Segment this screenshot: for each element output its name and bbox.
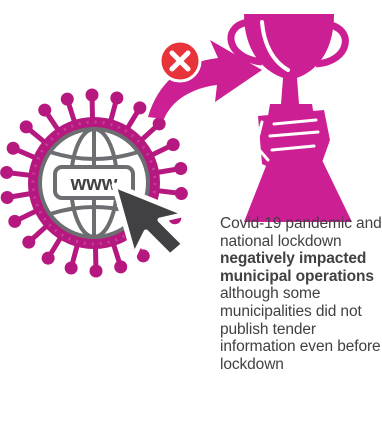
virus-spike-tip [38,103,52,117]
virus-spike-tip [89,264,103,278]
virus-spike-tip [114,260,128,274]
trophy-hand-icon [227,14,352,222]
virus-spike-tip [152,117,166,131]
virus-spike-tip [6,141,20,155]
virus-spike-tip [8,214,22,228]
virus-spike-tip [110,91,124,105]
cursor-icon [111,182,189,259]
caption-part-1: Covid-19 pandemic and national lockdown [220,215,382,250]
virus-spike-tip [133,101,147,115]
caption-part-2: although some municipalities did not pub… [220,285,381,373]
virus-spike-tip [0,191,14,205]
caption-bold: negatively impacted municipal operations [220,250,374,285]
virus-spike-tip [41,251,55,265]
globe-label: www [70,173,118,195]
virus-spike-tip [136,249,150,263]
virus-spike-tip [19,120,33,134]
virus-spike-tip [60,92,74,106]
virus-texture-ring [31,120,157,246]
cancel-icon [158,39,202,83]
virus-spike-tip [64,261,78,275]
virus-spike-tip [0,165,14,179]
caption-text: Covid-19 pandemic and national lockdown … [220,215,382,428]
globe-icon: www [38,127,150,239]
virus-spike-tip [174,187,188,201]
virus-spike-tip [22,235,36,249]
virus-spike-tip [85,88,99,102]
virus-spike-tip [166,138,180,152]
curved-arrow-icon [148,40,262,119]
virus-spike-tip [174,161,188,175]
